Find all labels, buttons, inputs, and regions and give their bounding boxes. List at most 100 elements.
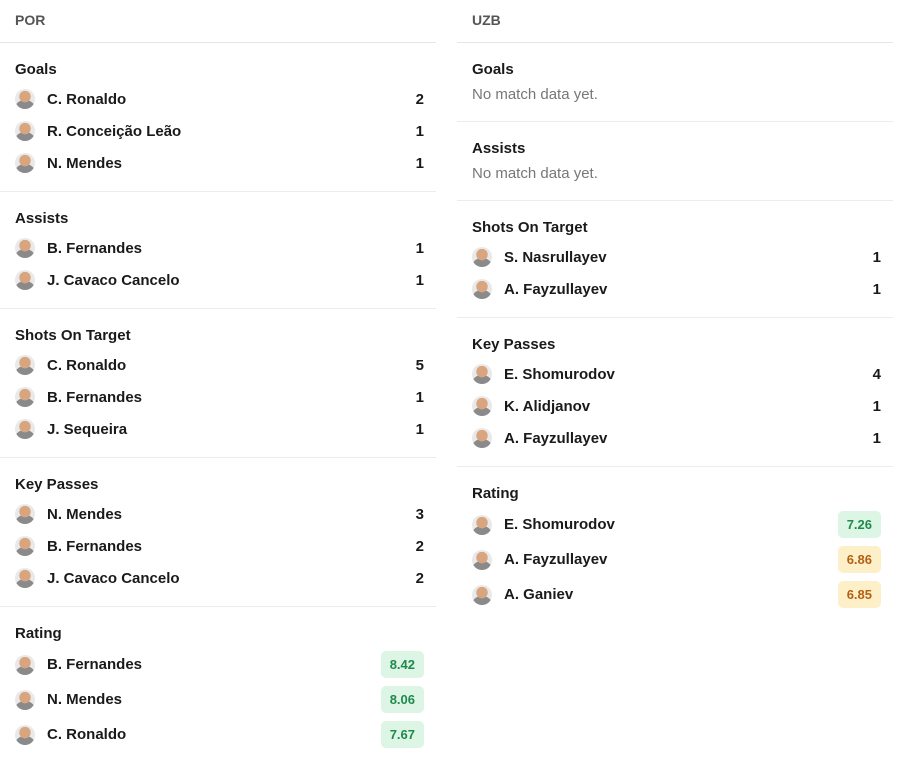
section-title: Key Passes	[15, 476, 99, 493]
player-name: K. Alidjanov	[504, 397, 591, 415]
player-row: A. Fayzullayev 1	[472, 273, 881, 305]
player-avatar	[15, 238, 35, 258]
stat-value: 1	[872, 429, 881, 447]
stat-value: 1	[872, 280, 881, 298]
player-name: R. Conceição Leão	[47, 122, 182, 140]
player-name: C. Ronaldo	[47, 90, 127, 108]
player-name: J. Cavaco Cancelo	[47, 569, 180, 587]
player-row: J. Cavaco Cancelo 1	[15, 264, 424, 296]
player-name: A. Fayzullayev	[504, 429, 608, 447]
section-title: Assists	[472, 140, 526, 157]
player-row: S. Nasrullayev 1	[472, 241, 881, 273]
section-title: Rating	[15, 625, 62, 642]
player-row: B. Fernandes 1	[15, 381, 424, 413]
player-avatar	[472, 396, 492, 416]
player-row: K. Alidjanov 1	[472, 390, 881, 422]
player-avatar	[15, 504, 35, 524]
rating-badge: 7.26	[837, 511, 881, 538]
player-name: B. Fernandes	[47, 239, 143, 257]
player-avatar	[15, 270, 35, 290]
player-row: B. Fernandes 8.42	[15, 647, 424, 682]
stat-value: 4	[872, 365, 881, 383]
stat-section: Goals C. Ronaldo 2 R. Conceição Leão 1 N. Men…	[0, 43, 436, 192]
player-row: C. Ronaldo 5	[15, 349, 424, 381]
rating-badge: 6.85	[837, 581, 881, 608]
stat-section: Key Passes E. Shomurodov 4 K. Alidjanov 1 A. …	[457, 318, 893, 467]
player-avatar	[15, 689, 35, 710]
rating-badge: 8.06	[380, 686, 424, 713]
player-name: B. Fernandes	[47, 537, 143, 555]
stat-value: 1	[415, 271, 424, 289]
stat-value: 2	[415, 569, 424, 587]
player-avatar	[15, 355, 35, 375]
stat-value: 1	[872, 397, 881, 415]
section-title: Assists	[15, 210, 69, 227]
section-title: Shots On Target	[15, 327, 131, 344]
section-title: Goals	[15, 61, 57, 78]
stat-value: 1	[415, 388, 424, 406]
player-row: B. Fernandes 1	[15, 232, 424, 264]
section-title: Goals	[472, 61, 514, 78]
player-name: A. Fayzullayev	[504, 280, 608, 298]
player-name: J. Cavaco Cancelo	[47, 271, 180, 289]
player-row: J. Sequeira 1	[15, 413, 424, 445]
stat-section: Rating E. Shomurodov 7.26 A. Fayzullayev 6.8…	[457, 467, 893, 624]
stat-value: 5	[415, 356, 424, 374]
rating-badge: 6.86	[837, 546, 881, 573]
player-avatar	[15, 387, 35, 407]
player-row: A. Fayzullayev 6.86	[472, 542, 881, 577]
player-avatar	[15, 536, 35, 556]
team-name: POR	[0, 0, 436, 43]
player-name: N. Mendes	[47, 691, 123, 708]
stat-section: Key Passes N. Mendes 3 B. Fernandes 2 J. Cava…	[0, 458, 436, 607]
player-name: C. Ronaldo	[47, 356, 127, 374]
player-avatar	[472, 514, 492, 535]
player-avatar	[472, 428, 492, 448]
stat-section: Rating B. Fernandes 8.42 N. Mendes 8.06 C. Ro…	[0, 607, 436, 764]
stat-value: 1	[415, 154, 424, 172]
player-avatar	[15, 419, 35, 439]
player-name: E. Shomurodov	[504, 365, 615, 383]
player-row: B. Fernandes 2	[15, 530, 424, 562]
section-title: Rating	[472, 485, 519, 502]
player-row: R. Conceição Leão 1	[15, 115, 424, 147]
empty-message: No match data yet.	[472, 165, 598, 182]
team-name: UZB	[457, 0, 893, 43]
player-name: N. Mendes	[47, 505, 123, 523]
stat-value: 1	[415, 239, 424, 257]
stat-section: Shots On Target S. Nasrullayev 1 A. Fayzull…	[457, 201, 893, 318]
stat-value: 1	[872, 248, 881, 266]
player-row: C. Ronaldo 7.67	[15, 717, 424, 752]
player-avatar	[472, 584, 492, 605]
player-name: C. Ronaldo	[47, 726, 127, 743]
section-title: Key Passes	[472, 336, 556, 353]
stat-section: Goals No match data yet.	[457, 43, 893, 122]
player-row: E. Shomurodov 4	[472, 358, 881, 390]
stat-value: 1	[415, 420, 424, 438]
stat-value: 1	[415, 122, 424, 140]
rating-badge: 7.67	[380, 721, 424, 748]
empty-message: No match data yet.	[472, 86, 598, 103]
player-row: E. Shomurodov 7.26	[472, 507, 881, 542]
section-title: Shots On Target	[472, 219, 588, 236]
player-name: E. Shomurodov	[504, 516, 615, 533]
player-avatar	[15, 654, 35, 675]
player-avatar	[472, 549, 492, 570]
stat-section: Shots On Target C. Ronaldo 5 B. Fernandes 1 J…	[0, 309, 436, 458]
player-avatar	[472, 279, 492, 299]
player-name: B. Fernandes	[47, 656, 143, 673]
team-column: POR Goals C. Ronaldo 2 R. Conceição Leão 1 N. …	[0, 0, 436, 764]
player-row: C. Ronaldo 2	[15, 83, 424, 115]
player-name: A. Fayzullayev	[504, 551, 608, 568]
player-avatar	[15, 89, 35, 109]
stat-value: 3	[415, 505, 424, 523]
player-avatar	[15, 724, 35, 745]
team-column: UZB Goals No match data yet. Assists No matc…	[457, 0, 893, 764]
player-name: A. Ganiev	[504, 586, 574, 603]
player-row: A. Ganiev 6.85	[472, 577, 881, 612]
stat-section: Assists No match data yet.	[457, 122, 893, 201]
player-name: N. Mendes	[47, 154, 123, 172]
player-avatar	[15, 153, 35, 173]
